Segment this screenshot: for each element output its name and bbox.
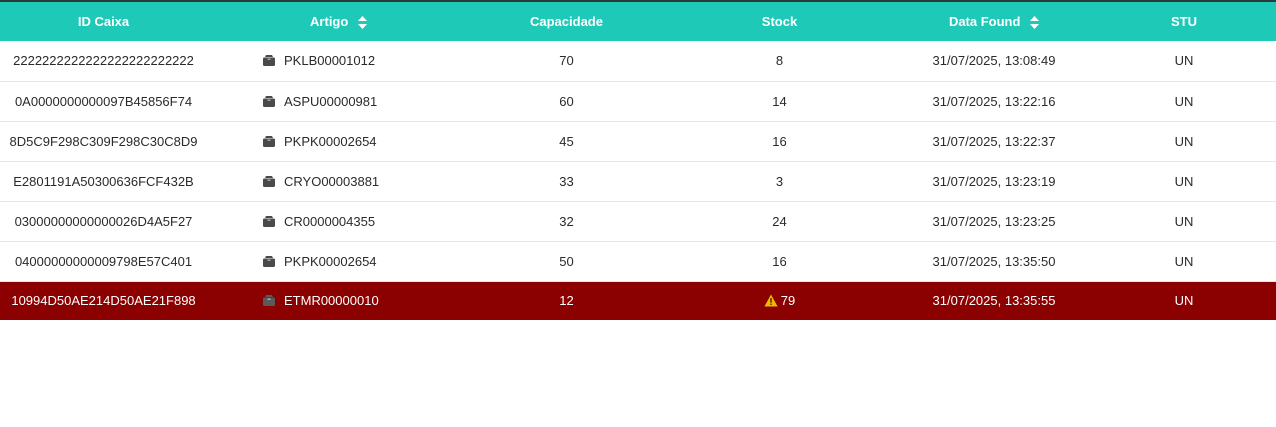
- cell-artigo: ETMR00000010: [207, 281, 470, 320]
- box-icon: [263, 215, 275, 227]
- cell-data-found: 31/07/2025, 13:23:25: [932, 213, 1056, 229]
- box-icon: [263, 55, 275, 67]
- stock-value: 24: [772, 213, 787, 229]
- box-icon: [263, 135, 275, 147]
- stock-value: 16: [772, 253, 787, 269]
- stock-value: 8: [775, 53, 784, 69]
- cell-capacidade: 70: [559, 53, 574, 69]
- cell-data-found: 31/07/2025, 13:22:16: [932, 93, 1056, 109]
- cell-stu: UN: [1174, 293, 1194, 309]
- header-capacidade[interactable]: Capacidade: [530, 14, 603, 29]
- box-icon: [263, 295, 275, 307]
- cell-capacidade: 33: [559, 173, 574, 189]
- sort-icon[interactable]: [357, 16, 367, 30]
- header-id-caixa[interactable]: ID Caixa: [77, 14, 130, 29]
- cell-id-caixa: E2801191A50300636FCF432B: [13, 173, 194, 189]
- cell-stock: 24: [663, 201, 896, 241]
- stock-value: 79: [780, 293, 796, 309]
- cell-id-caixa: 04000000000009798E57C401: [14, 253, 193, 269]
- cell-artigo: PKLB00001012: [207, 41, 470, 81]
- table-row[interactable]: 0A0000000000097B45856F74 ASPU00000981 60 14…: [0, 81, 1276, 121]
- cell-data-found: 31/07/2025, 13:23:19: [932, 173, 1056, 189]
- cell-capacidade: 45: [559, 133, 574, 149]
- cell-stock: 16: [663, 241, 896, 281]
- cell-stu: UN: [1174, 213, 1194, 229]
- table-body: 2222222222222222222222222 PKLB00001012 70 8…: [0, 41, 1276, 320]
- sort-icon[interactable]: [1030, 16, 1040, 30]
- cell-artigo: CRYO00003881: [207, 161, 470, 201]
- artigo-code: CR0000004355: [284, 213, 376, 229]
- table-row[interactable]: 8D5C9F298C309F298C30C8D9 PKPK00002654 45 16…: [0, 121, 1276, 161]
- artigo-code: CRYO00003881: [284, 173, 380, 189]
- cell-stock: 14: [663, 81, 896, 121]
- cell-stock: 16: [663, 121, 896, 161]
- table-header-row: ID Caixa Artigo Capacidade Stock Data Fo…: [0, 2, 1276, 41]
- cell-artigo: PKPK00002654: [207, 121, 470, 161]
- header-stock[interactable]: Stock: [761, 14, 798, 29]
- cell-id-caixa: 03000000000000026D4A5F27: [14, 213, 193, 229]
- top-border: [0, 0, 1276, 2]
- box-icon: [263, 95, 275, 107]
- artigo-code: ETMR00000010: [284, 293, 379, 309]
- box-icon: [263, 175, 275, 187]
- cell-stu: UN: [1174, 173, 1194, 189]
- cell-id-caixa: 2222222222222222222222222: [13, 53, 194, 69]
- cell-capacidade: 50: [559, 253, 574, 269]
- cell-artigo: ASPU00000981: [207, 81, 470, 121]
- artigo-code: PKPK00002654: [284, 253, 377, 269]
- cell-stock: 79: [663, 281, 896, 320]
- cell-id-caixa: 0A0000000000097B45856F74: [14, 93, 193, 109]
- stock-value: 3: [775, 173, 784, 189]
- stock-value: 16: [772, 133, 787, 149]
- cell-id-caixa: 8D5C9F298C309F298C30C8D9: [9, 133, 198, 149]
- table-row[interactable]: E2801191A50300636FCF432B CRYO00003881 33 3 3…: [0, 161, 1276, 201]
- cell-capacidade: 32: [559, 213, 574, 229]
- table-row[interactable]: 03000000000000026D4A5F27 CR0000004355 32 24…: [0, 201, 1276, 241]
- box-icon: [263, 255, 275, 267]
- header-artigo[interactable]: Artigo: [207, 2, 470, 41]
- header-stu[interactable]: STU: [1171, 14, 1197, 29]
- cell-capacidade: 12: [559, 293, 574, 309]
- cell-id-caixa: 10994D50AE214D50AE21F898: [11, 293, 196, 309]
- cell-data-found: 31/07/2025, 13:08:49: [932, 53, 1056, 69]
- cell-stu: UN: [1174, 253, 1194, 269]
- table-row[interactable]: 04000000000009798E57C401 PKPK00002654 50 16…: [0, 241, 1276, 281]
- cell-capacidade: 60: [559, 93, 574, 109]
- cell-stock: 8: [663, 41, 896, 81]
- artigo-code: PKLB00001012: [284, 53, 376, 69]
- cell-stu: UN: [1174, 53, 1194, 69]
- cell-data-found: 31/07/2025, 13:35:50: [932, 253, 1056, 269]
- stock-table: ID Caixa Artigo Capacidade Stock Data Fo…: [0, 2, 1276, 320]
- cell-stu: UN: [1174, 93, 1194, 109]
- cell-data-found: 31/07/2025, 13:35:55: [932, 293, 1056, 309]
- cell-data-found: 31/07/2025, 13:22:37: [932, 133, 1056, 149]
- artigo-code: PKPK00002654: [284, 133, 377, 149]
- stock-value: 14: [772, 93, 787, 109]
- cell-stock: 3: [663, 161, 896, 201]
- cell-artigo: CR0000004355: [207, 201, 470, 241]
- cell-stu: UN: [1174, 133, 1194, 149]
- table-row[interactable]: 10994D50AE214D50AE21F898 ETMR00000010 12 79…: [0, 281, 1276, 320]
- warning-icon: [764, 294, 778, 307]
- cell-artigo: PKPK00002654: [207, 241, 470, 281]
- header-data-found[interactable]: Data Found: [896, 2, 1092, 41]
- table-row[interactable]: 2222222222222222222222222 PKLB00001012 70 8…: [0, 41, 1276, 81]
- artigo-code: ASPU00000981: [284, 93, 378, 109]
